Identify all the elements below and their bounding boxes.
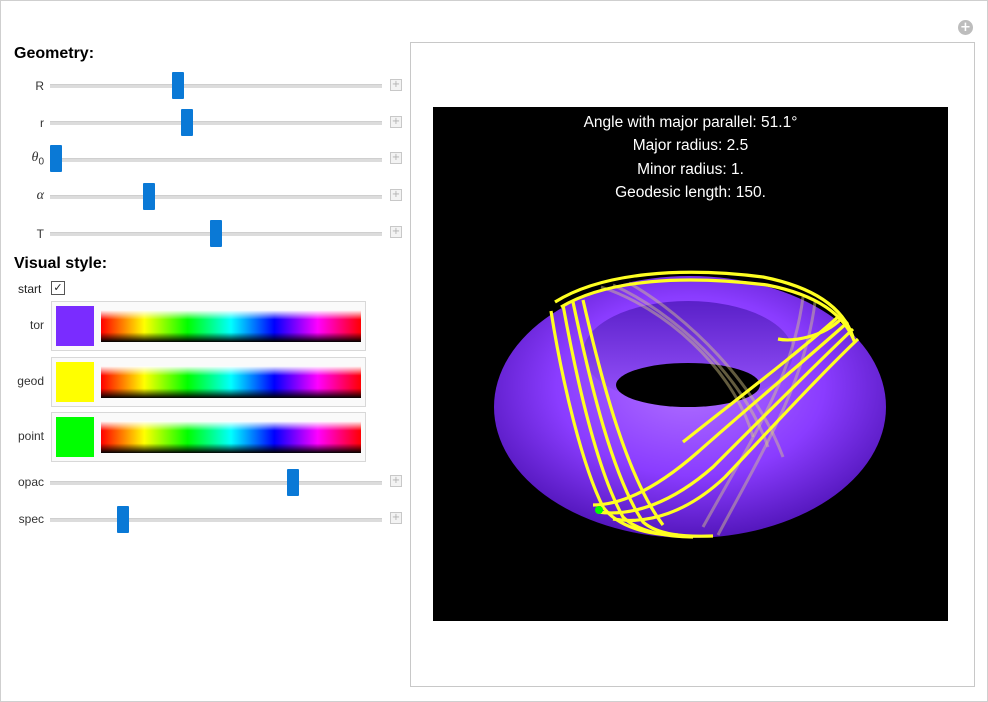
slider-label-theta0: θ0 [12, 150, 44, 167]
color-picker-geod[interactable] [51, 357, 366, 407]
slider-theta0-expand-icon[interactable]: + [390, 152, 402, 164]
color-picker-point[interactable] [51, 412, 366, 462]
geodesic-start-point [595, 506, 603, 514]
slider-label-r: r [40, 116, 44, 130]
theta-subscript: 0 [38, 156, 44, 168]
torus-hole [616, 363, 760, 407]
plot-minor-radius: Minor radius: 1. [637, 161, 744, 178]
slider-T-thumb[interactable] [210, 220, 222, 247]
slider-r-thumb[interactable] [181, 109, 194, 136]
theta-symbol: θ [31, 150, 39, 165]
slider-T-expand-icon[interactable]: + [390, 226, 402, 238]
start-checkbox[interactable]: ✓ [51, 281, 65, 295]
slider-opac-track[interactable] [50, 481, 382, 485]
slider-label-spec: spec [18, 512, 44, 526]
geod-color-swatch[interactable] [56, 362, 94, 402]
section-geometry: Geometry: [14, 45, 95, 62]
slider-R-thumb[interactable] [171, 72, 184, 99]
slider-label-R: R [35, 79, 44, 93]
slider-r-expand-icon[interactable]: + [390, 116, 402, 128]
slider-alpha-track[interactable] [50, 195, 382, 199]
slider-alpha-expand-icon[interactable]: + [390, 189, 402, 201]
slider-label-opac: opac [17, 475, 44, 489]
section-visual-style: Visual style: [14, 255, 108, 272]
slider-opac-expand-icon[interactable]: + [390, 475, 402, 487]
slider-theta0-track[interactable] [50, 158, 382, 162]
slider-r-track[interactable] [50, 121, 382, 125]
start-label: start [18, 282, 42, 296]
slider-R-expand-icon[interactable]: + [390, 79, 402, 91]
tor-color-swatch[interactable] [56, 306, 94, 346]
plot-major-radius: Major radius: 2.5 [632, 137, 749, 154]
color-label-tor: tor [29, 318, 44, 332]
slider-spec-thumb[interactable] [117, 506, 130, 533]
slider-spec-track[interactable] [50, 518, 382, 522]
slider-opac-thumb[interactable] [286, 469, 299, 496]
torus-graphic[interactable] [433, 107, 948, 621]
point-color-swatch[interactable] [56, 417, 94, 457]
color-label-geod: geod [17, 374, 44, 388]
expand-plus-icon[interactable]: + [958, 20, 973, 35]
slider-spec-expand-icon[interactable]: + [390, 512, 402, 524]
slider-theta0-thumb[interactable] [50, 145, 62, 172]
plot-geodesic-length: Geodesic length: 150. [615, 184, 766, 201]
alpha-symbol: α [36, 188, 44, 203]
geodesic-front-strands [549, 270, 860, 539]
color-label-point: point [17, 429, 44, 443]
color-picker-tor[interactable] [51, 301, 366, 351]
slider-alpha-thumb[interactable] [142, 183, 155, 210]
slider-label-alpha: α [12, 188, 44, 204]
plot-angle-text: Angle with major parallel: 51.1° [583, 114, 798, 131]
slider-R-track[interactable] [50, 84, 382, 88]
tor-color-spectrum[interactable] [101, 310, 361, 342]
geod-color-spectrum[interactable] [101, 366, 361, 398]
point-color-spectrum[interactable] [101, 421, 361, 453]
slider-label-T: T [36, 227, 44, 241]
torus-plot[interactable]: Angle with major parallel: 51.1° Major r… [433, 107, 948, 621]
